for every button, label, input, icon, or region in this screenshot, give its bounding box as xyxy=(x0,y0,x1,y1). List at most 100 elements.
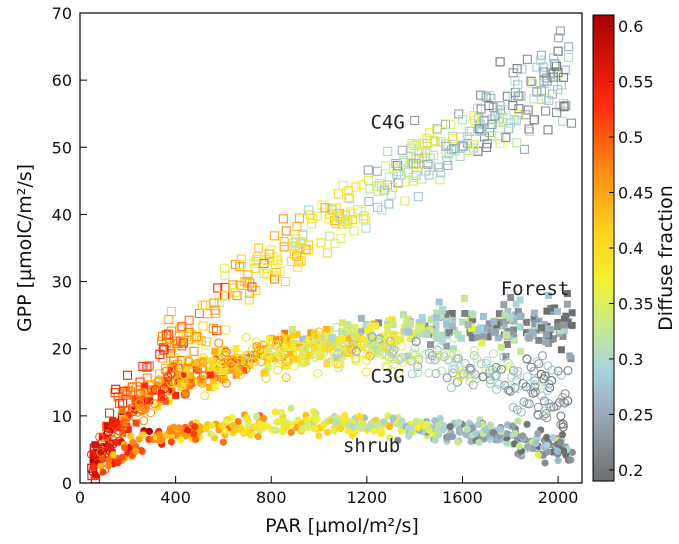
colorbar-segment xyxy=(593,314,614,319)
data-point xyxy=(425,354,435,364)
data-point xyxy=(414,153,424,163)
data-point xyxy=(166,427,174,435)
colorbar-segment xyxy=(593,352,614,358)
data-point xyxy=(288,342,296,350)
data-point xyxy=(221,427,229,435)
data-point xyxy=(496,425,504,433)
colorbar-segment xyxy=(593,372,614,377)
data-point xyxy=(273,256,283,266)
data-point xyxy=(522,54,532,64)
colorbar-segment xyxy=(593,216,614,222)
data-point xyxy=(514,308,522,316)
data-point xyxy=(539,79,549,89)
data-point xyxy=(532,439,540,447)
data-point xyxy=(271,408,279,416)
data-point xyxy=(253,412,261,421)
data-point xyxy=(383,323,391,331)
data-point xyxy=(283,343,291,351)
data-point xyxy=(323,360,331,368)
colorbar-tick-label: 0.25 xyxy=(618,405,654,424)
data-point xyxy=(454,330,462,338)
data-point xyxy=(161,397,169,405)
data-point xyxy=(260,414,268,423)
data-point xyxy=(426,326,434,334)
data-point xyxy=(168,387,176,395)
data-point xyxy=(99,454,107,462)
data-point xyxy=(235,370,245,380)
y-tick-label: 30 xyxy=(52,273,72,292)
data-point xyxy=(278,214,288,224)
data-point xyxy=(488,349,498,359)
data-point xyxy=(522,318,530,326)
data-point xyxy=(482,142,492,152)
data-point xyxy=(536,50,546,60)
data-point xyxy=(478,372,488,382)
data-point xyxy=(553,447,562,455)
data-point xyxy=(166,376,176,387)
data-point xyxy=(485,320,493,328)
colorbar-segment xyxy=(593,65,614,70)
data-point xyxy=(448,309,456,317)
data-point xyxy=(533,402,543,412)
data-point xyxy=(543,386,553,396)
data-point xyxy=(541,409,551,419)
data-point xyxy=(407,369,417,379)
data-point xyxy=(568,321,576,329)
data-point xyxy=(172,391,180,399)
data-point xyxy=(150,387,158,395)
data-point xyxy=(292,251,302,261)
data-point xyxy=(183,335,193,345)
data-point xyxy=(431,436,439,444)
data-point xyxy=(179,371,187,379)
data-point xyxy=(464,126,474,136)
data-point xyxy=(333,359,343,369)
y-tick-label: 60 xyxy=(52,71,72,90)
data-point xyxy=(121,444,129,452)
colorbar-gradient xyxy=(593,15,614,482)
data-point xyxy=(338,180,348,190)
colorbar-segment xyxy=(593,364,614,369)
data-point xyxy=(226,360,237,370)
colorbar-segment xyxy=(593,150,614,156)
data-point xyxy=(186,329,197,339)
data-point xyxy=(139,388,147,396)
data-point xyxy=(344,321,352,329)
colorbar-segment xyxy=(593,213,614,218)
data-point xyxy=(431,369,441,379)
data-point xyxy=(446,120,456,130)
data-point xyxy=(404,424,412,432)
data-point xyxy=(539,374,549,384)
data-point xyxy=(359,211,369,221)
colorbar-segment xyxy=(593,104,614,109)
data-point xyxy=(521,110,531,120)
plot-frame xyxy=(79,12,583,484)
data-point xyxy=(452,349,463,359)
data-point xyxy=(210,377,218,385)
data-point xyxy=(399,156,409,166)
data-point xyxy=(164,314,174,325)
colorbar-segment xyxy=(593,271,614,276)
x-tick-label: 400 xyxy=(160,488,191,507)
data-point xyxy=(550,59,560,69)
colorbar-segment xyxy=(593,395,614,401)
colorbar-segment xyxy=(593,53,614,59)
data-point xyxy=(511,429,519,438)
data-point xyxy=(513,91,523,101)
data-point xyxy=(479,312,487,320)
data-point xyxy=(532,62,542,72)
data-point xyxy=(560,65,570,75)
data-point xyxy=(347,215,358,225)
data-point xyxy=(155,430,164,439)
data-point xyxy=(513,366,523,377)
colorbar-segment xyxy=(593,220,614,226)
colorbar-segment xyxy=(593,477,614,482)
data-point xyxy=(547,326,555,334)
data-point xyxy=(459,318,467,326)
data-point xyxy=(207,430,215,438)
data-point xyxy=(516,323,524,331)
data-point xyxy=(463,425,471,433)
data-point xyxy=(563,366,573,376)
colorbar-segment xyxy=(593,46,614,51)
data-point xyxy=(500,380,510,390)
data-point xyxy=(515,442,524,450)
